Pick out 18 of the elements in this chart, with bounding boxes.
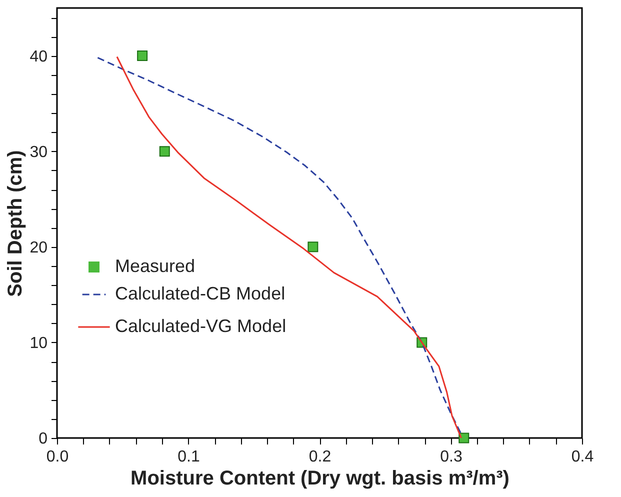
y-tick-label: 30 bbox=[30, 144, 48, 161]
x-axis-title: Moisture Content (Dry wgt. basis m³/m³) bbox=[130, 468, 510, 490]
legend-label: Calculated-VG Model bbox=[115, 316, 286, 336]
point bbox=[137, 50, 148, 62]
x-tick-label: 0.4 bbox=[571, 448, 594, 466]
x-tick-label: 0.1 bbox=[178, 448, 200, 466]
legend-label: Calculated-CB Model bbox=[115, 284, 286, 304]
y-tick-label: 10 bbox=[30, 334, 48, 352]
point bbox=[308, 242, 318, 252]
x-tick-label: 0.2 bbox=[308, 448, 332, 466]
y-tick-label: 40 bbox=[30, 48, 48, 66]
x-tick-label: 0.0 bbox=[46, 448, 69, 466]
point bbox=[159, 146, 170, 157]
y-tick-label: 0 bbox=[38, 430, 48, 448]
x-tick-label: 0.3 bbox=[440, 448, 462, 466]
y-axis-title: Soil Depth (cm) bbox=[4, 150, 27, 297]
y-tick-label: 20 bbox=[30, 239, 48, 256]
legend-label: Measured bbox=[115, 256, 196, 276]
